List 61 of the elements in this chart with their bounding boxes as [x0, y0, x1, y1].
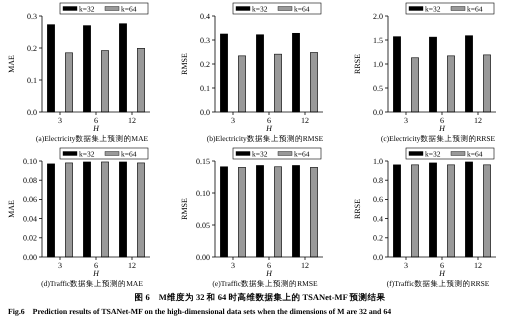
x-tick-label: 3 — [231, 261, 235, 270]
y-tick-label: 0.15 — [196, 156, 210, 166]
y-axis-title: RRSE — [353, 198, 362, 220]
y-tick-label: 0.00 — [23, 252, 37, 262]
x-tick-label: 12 — [474, 261, 482, 270]
x-axis-title: H — [438, 269, 446, 278]
y-tick-label: 0.04 — [23, 214, 37, 224]
y-tick-label: 0.10 — [196, 188, 210, 198]
y-tick-label: 0.10 — [23, 156, 37, 166]
y-tick-label: 1.0 — [373, 60, 383, 69]
x-tick-label: 6 — [440, 261, 444, 270]
y-axis-title: RRSE — [353, 54, 362, 74]
y-tick-label: 0.2 — [200, 60, 210, 69]
x-tick-label: 6 — [94, 116, 98, 125]
y-tick-label: 0.3 — [27, 12, 37, 21]
x-tick-label: 12 — [128, 261, 136, 270]
y-tick-label: 0.0 — [373, 108, 383, 117]
y-tick-label: 0.2 — [373, 234, 383, 243]
y-tick-label: 0.1 — [200, 84, 210, 93]
y-tick-label: 2.0 — [373, 12, 383, 21]
y-tick-label: 0.3 — [200, 36, 210, 45]
caption: 图 6 M维度为 32 和 64 时高维数据集上的 TSANet-MF 预测结果 — [134, 292, 387, 302]
y-tick-label: 0.05 — [196, 220, 210, 230]
y-tick-label: 0.02 — [23, 234, 37, 243]
y-tick-label: 0.8 — [373, 176, 383, 185]
x-axis-title: H — [438, 124, 446, 133]
x-axis-title: H — [265, 269, 274, 278]
y-axis-title: MAE — [7, 200, 16, 218]
x-tick-label: 12 — [474, 116, 482, 125]
x-tick-label: 3 — [58, 116, 62, 125]
x-axis-title: H — [92, 124, 100, 133]
x-tick-label: 3 — [58, 261, 62, 270]
y-tick-label: 0.1 — [27, 76, 37, 85]
y-tick-label: 0.4 — [373, 214, 383, 224]
y-tick-label: 1.5 — [373, 36, 383, 45]
x-axis-title: H — [92, 269, 100, 278]
x-axis-title: H — [265, 124, 274, 133]
x-tick-label: 6 — [267, 261, 271, 270]
y-tick-label: 0.0 — [200, 108, 210, 117]
y-axis-title: RMSE — [180, 53, 189, 75]
y-tick-label: 0.4 — [200, 12, 210, 21]
y-tick-label: 0.0 — [27, 108, 37, 117]
y-tick-label: 1.0 — [373, 156, 383, 166]
x-tick-label: 6 — [94, 261, 98, 270]
y-tick-label: 0.6 — [373, 195, 383, 204]
y-axis-title: RMSE — [180, 198, 189, 220]
y-tick-label: 0.06 — [23, 195, 37, 204]
y-tick-label: 0.2 — [27, 44, 37, 53]
x-tick-label: 12 — [301, 261, 309, 270]
y-tick-label: 0.0 — [373, 252, 383, 262]
x-tick-label: 6 — [440, 116, 444, 125]
y-axis-title: MAE — [7, 55, 16, 73]
y-tick-label: 0.5 — [373, 84, 383, 93]
x-tick-label: 3 — [231, 116, 235, 125]
y-tick-label: 0.08 — [23, 176, 37, 185]
x-tick-label: 3 — [404, 261, 408, 270]
x-tick-label: 6 — [267, 116, 271, 125]
x-tick-label: 3 — [404, 116, 408, 125]
x-tick-label: 12 — [128, 116, 136, 125]
y-tick-label: 0.00 — [196, 252, 210, 262]
x-tick-label: 12 — [301, 116, 309, 125]
